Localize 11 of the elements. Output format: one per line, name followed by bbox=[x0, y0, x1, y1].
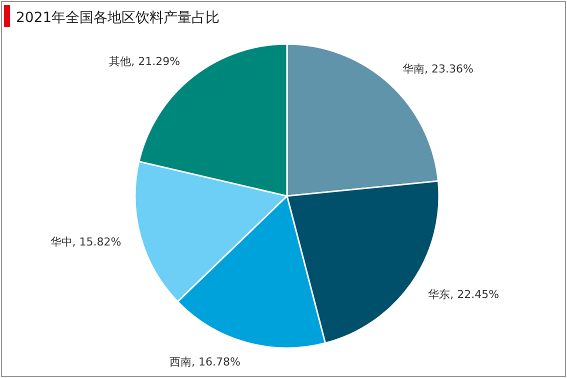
slice-label: 西南 bbox=[170, 355, 192, 368]
data-label: , 22.45% bbox=[450, 288, 500, 302]
data-label: , 23.36% bbox=[424, 62, 474, 76]
slice-label: 华中 bbox=[50, 236, 72, 249]
data-label: , 15.82% bbox=[72, 236, 122, 249]
slice-label: 华南 bbox=[402, 62, 424, 76]
chart-title: 2021年全国各地区饮料产量占比 bbox=[16, 10, 220, 26]
slice-label: 其他 bbox=[109, 55, 132, 68]
slice-label: 华东 bbox=[428, 288, 450, 302]
data-label: , 21.29% bbox=[131, 55, 180, 68]
data-label: , 16.78% bbox=[192, 355, 240, 368]
